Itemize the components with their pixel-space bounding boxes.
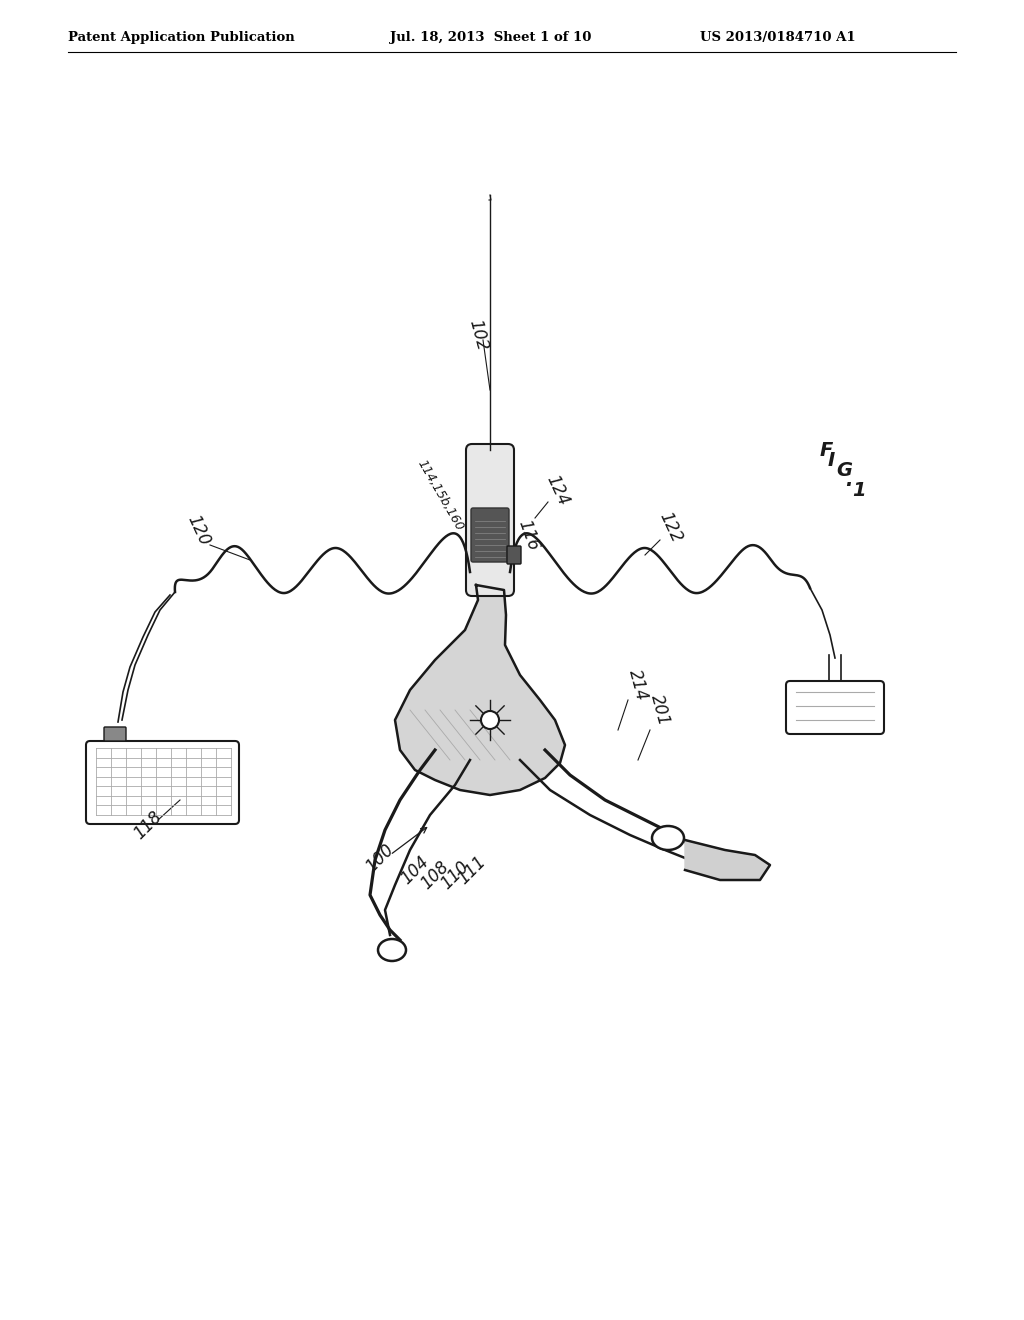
Text: 102: 102 [465, 317, 490, 352]
Text: Jul. 18, 2013  Sheet 1 of 10: Jul. 18, 2013 Sheet 1 of 10 [390, 30, 592, 44]
Text: 114,15b,160: 114,15b,160 [415, 457, 466, 533]
Text: 1: 1 [852, 480, 865, 499]
FancyBboxPatch shape [104, 727, 126, 741]
FancyBboxPatch shape [786, 681, 884, 734]
Text: 124: 124 [542, 471, 571, 508]
Text: 201: 201 [647, 692, 673, 727]
FancyBboxPatch shape [471, 508, 509, 562]
Ellipse shape [378, 939, 406, 961]
Text: G: G [836, 461, 852, 479]
Text: 100: 100 [362, 841, 397, 875]
Text: 122: 122 [655, 508, 685, 545]
Text: 116: 116 [514, 517, 542, 553]
Text: US 2013/0184710 A1: US 2013/0184710 A1 [700, 30, 856, 44]
FancyBboxPatch shape [507, 546, 521, 564]
Text: Patent Application Publication: Patent Application Publication [68, 30, 295, 44]
FancyBboxPatch shape [86, 741, 239, 824]
Text: F: F [820, 441, 834, 459]
Text: 108: 108 [418, 858, 453, 892]
Text: .: . [845, 470, 852, 490]
Text: 120: 120 [183, 512, 213, 548]
Text: 214: 214 [626, 668, 651, 702]
Polygon shape [685, 840, 770, 880]
Text: I: I [828, 450, 836, 470]
Text: 111: 111 [455, 853, 489, 887]
Text: 104: 104 [397, 853, 432, 887]
Text: 110: 110 [437, 858, 473, 892]
FancyBboxPatch shape [466, 444, 514, 597]
Circle shape [481, 711, 499, 729]
Polygon shape [395, 585, 565, 795]
Ellipse shape [652, 826, 684, 850]
Text: 118: 118 [130, 808, 166, 842]
